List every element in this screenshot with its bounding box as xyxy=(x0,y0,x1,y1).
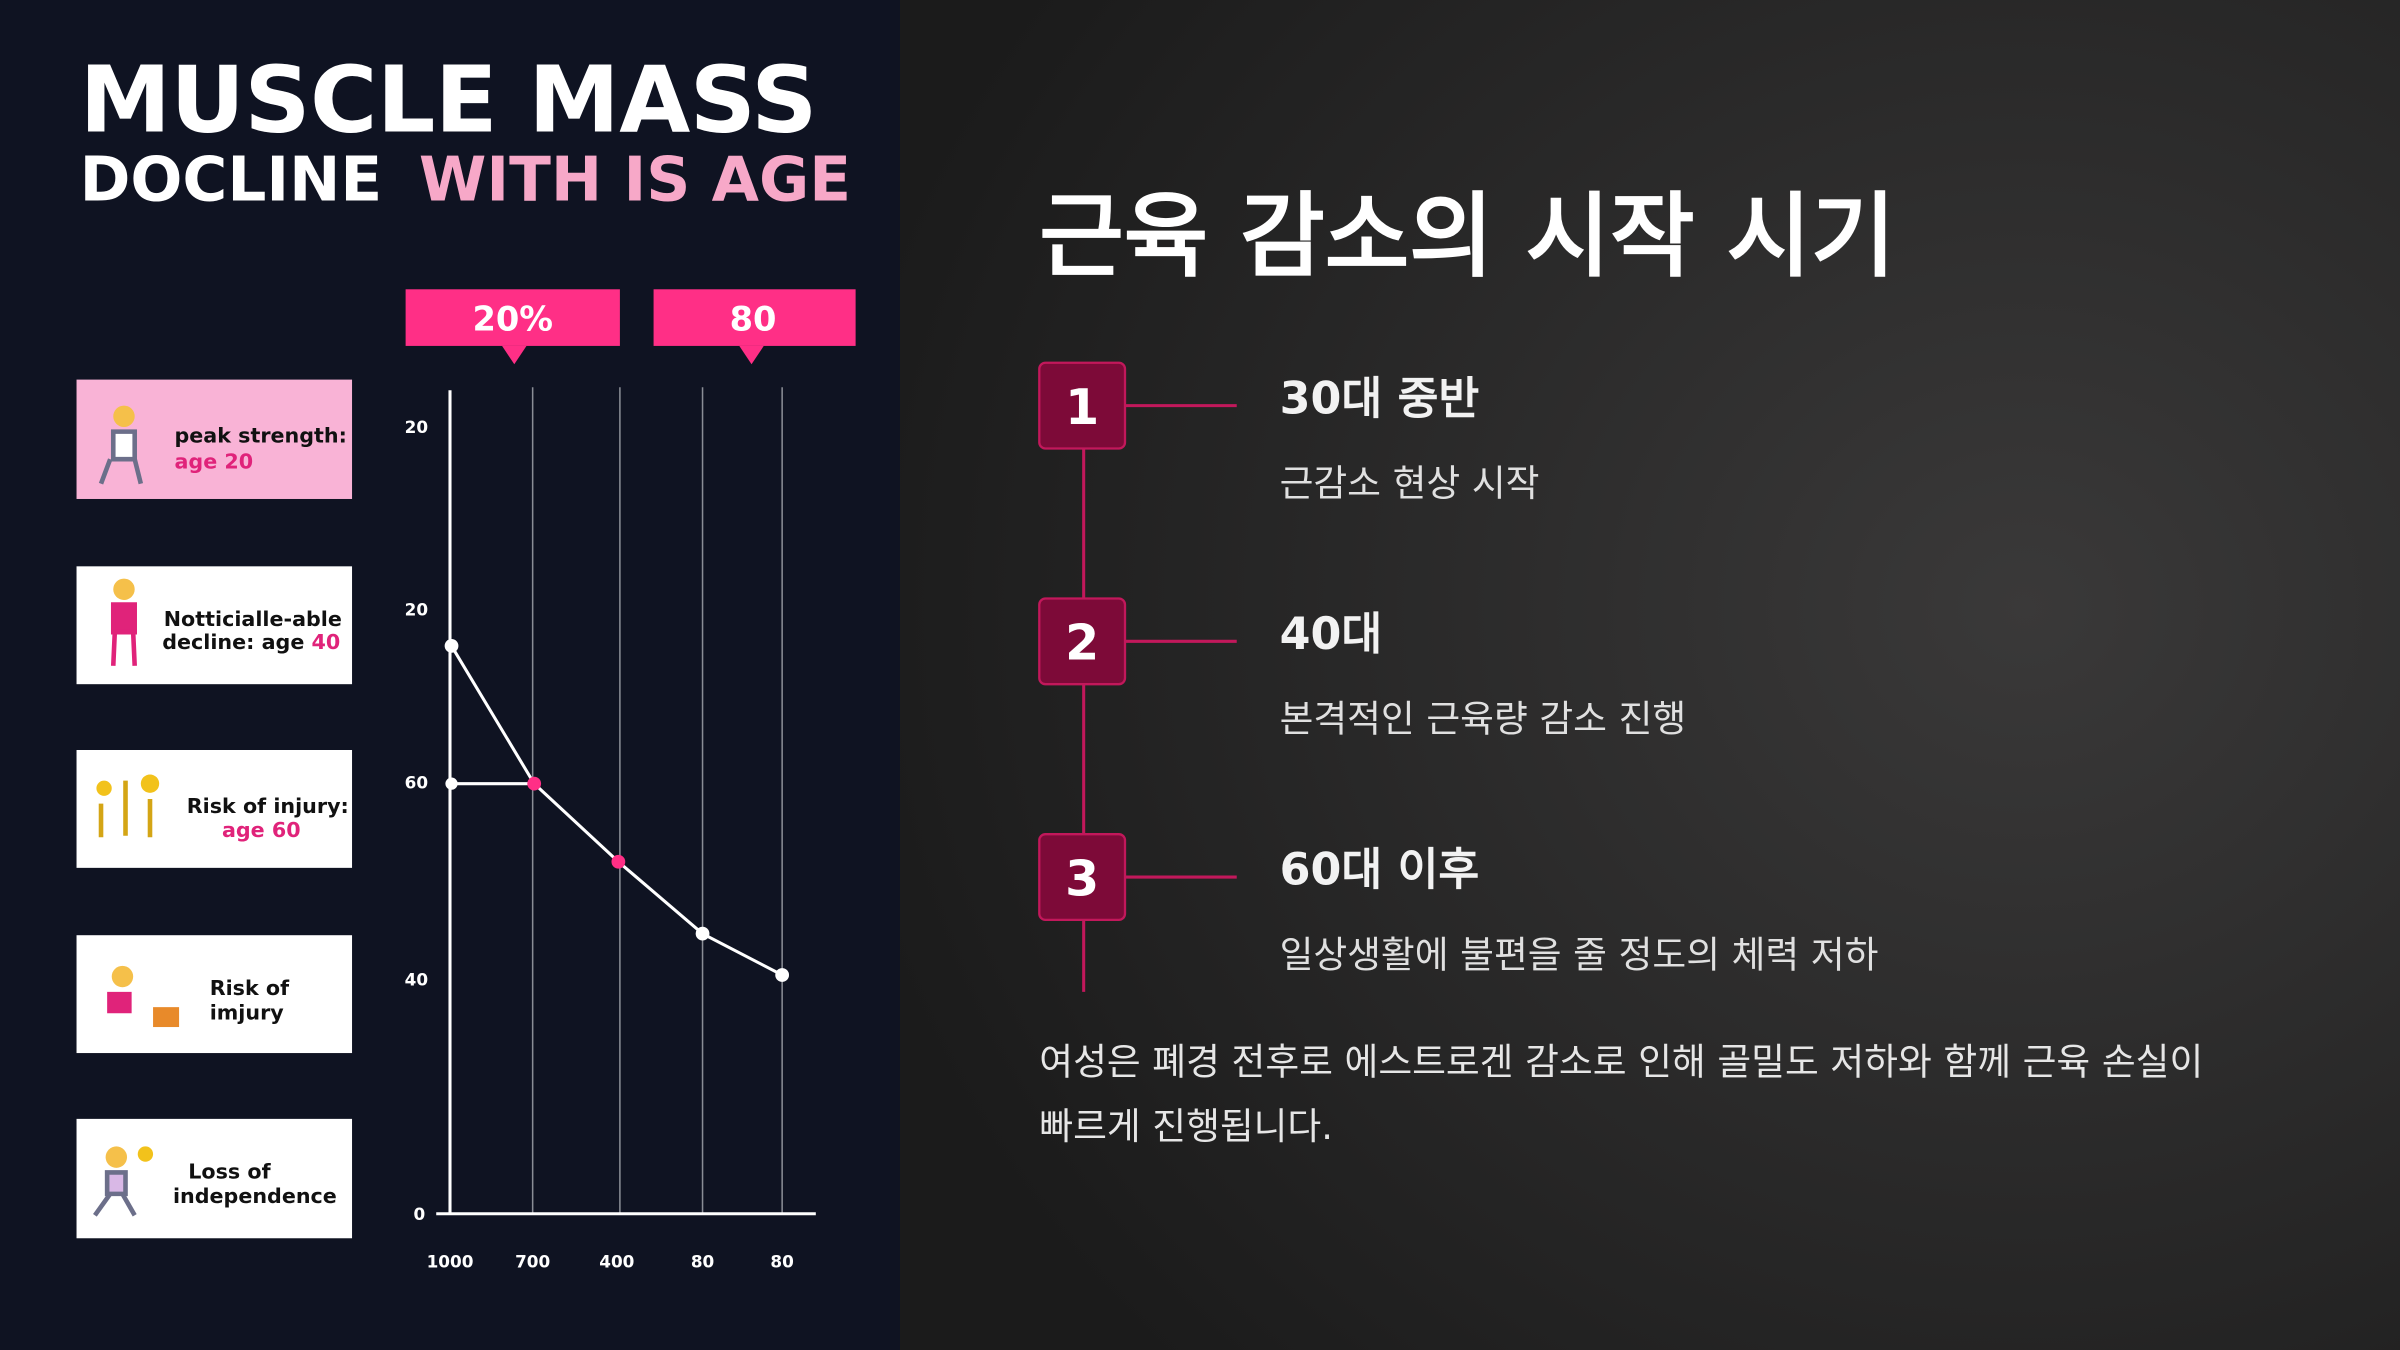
icon xyxy=(98,429,144,485)
point xyxy=(775,968,790,982)
card-text: decline: age 40 xyxy=(162,630,340,654)
card-text: independence xyxy=(173,1184,337,1208)
card: Notticialle-able decline: age 40 xyxy=(76,566,353,685)
icon xyxy=(93,1170,137,1217)
icon xyxy=(107,991,132,1014)
x-ticks: 1000 700 400 80 80 xyxy=(427,1251,794,1271)
step-badge xyxy=(1038,361,1127,450)
step-number: 1 xyxy=(1065,379,1099,436)
section-title: 근육 감소의 시작 시기 xyxy=(1039,183,1895,290)
x-tick-label: 80 xyxy=(770,1251,793,1271)
y-tick-label: 60 xyxy=(405,772,428,792)
y-ticks: 20 20 60 40 0 xyxy=(405,417,428,1224)
step-description: 본격적인 근육량 감소 진행 xyxy=(1280,698,1687,741)
icon xyxy=(113,405,135,428)
card-text: Risk of xyxy=(210,976,290,1000)
step-badge xyxy=(1038,833,1127,922)
callout: 20% xyxy=(405,289,620,365)
chart-gridlines xyxy=(531,387,783,1214)
callout: 80 xyxy=(653,289,856,365)
card-text: peak strength: xyxy=(174,423,346,447)
right-panel xyxy=(900,0,2400,1350)
card-text: Loss of xyxy=(188,1160,271,1184)
card-bg xyxy=(76,750,353,868)
icon xyxy=(140,774,160,793)
callout-text: 20% xyxy=(472,300,553,339)
note-line: 빠르게 진행됩니다. xyxy=(1039,1105,1333,1148)
decline-line xyxy=(444,639,790,982)
icon xyxy=(113,578,135,600)
card-highlight: 40 xyxy=(312,630,341,654)
card-text: Notticialle-able xyxy=(164,607,342,631)
step-badge xyxy=(1038,597,1127,686)
icon xyxy=(153,1007,180,1028)
x-tick-label: 1000 xyxy=(427,1251,474,1271)
card-highlight: age 60 xyxy=(222,818,301,842)
step-description: 일상생활에 불편을 줄 정도의 체력 저하 xyxy=(1280,933,1879,976)
card: Loss of independence xyxy=(76,1118,353,1239)
icon xyxy=(111,965,134,988)
step-heading: 60대 이후 xyxy=(1280,845,1480,896)
infographic-title: MUSCLE MASS xyxy=(80,47,818,154)
x-tick-label: 80 xyxy=(691,1251,714,1271)
card-text-part: decline: age xyxy=(162,630,304,654)
note-line: 여성은 폐경 전후로 에스트로겐 감소로 인해 골밀도 저하와 함께 근육 손실… xyxy=(1039,1040,2203,1083)
step-heading: 40대 xyxy=(1280,609,1383,660)
callout-text: 80 xyxy=(730,300,777,339)
card-text: Risk of injury: xyxy=(187,794,349,818)
infographic-subtitle: DOCLINE WITH IS AGE xyxy=(80,145,852,216)
x-tick-label: 700 xyxy=(515,1251,550,1271)
step-heading: 30대 중반 xyxy=(1280,373,1480,424)
step-description: 근감소 현상 시작 xyxy=(1280,462,1540,505)
step-number: 2 xyxy=(1065,615,1099,672)
point xyxy=(444,639,459,653)
card: Risk of injury: age 60 xyxy=(76,750,353,868)
y-tick-label: 20 xyxy=(405,599,428,619)
icon xyxy=(96,780,112,796)
subtitle-pink: WITH IS AGE xyxy=(419,145,851,216)
point xyxy=(695,926,710,941)
y-tick-label: 0 xyxy=(414,1204,426,1224)
callout-pointer xyxy=(739,345,764,365)
icon xyxy=(105,1146,128,1168)
x-tick-label: 400 xyxy=(599,1251,634,1271)
icon xyxy=(137,1146,154,1162)
step-number: 3 xyxy=(1065,850,1099,907)
point xyxy=(445,777,458,790)
y-tick-label: 40 xyxy=(405,970,428,990)
card-highlight: age 20 xyxy=(174,449,253,473)
icon xyxy=(98,780,153,838)
card: peak strength: age 20 xyxy=(76,379,353,499)
callout-pointer xyxy=(502,345,527,365)
point xyxy=(611,854,626,869)
icon xyxy=(110,602,137,666)
card: Risk of imjury xyxy=(76,935,353,1054)
callout-box xyxy=(405,289,620,346)
callout-box xyxy=(653,289,856,346)
point xyxy=(527,776,542,791)
y-tick-label: 20 xyxy=(405,417,428,437)
card-text: imjury xyxy=(210,1000,285,1024)
subtitle-white: DOCLINE xyxy=(80,145,383,216)
